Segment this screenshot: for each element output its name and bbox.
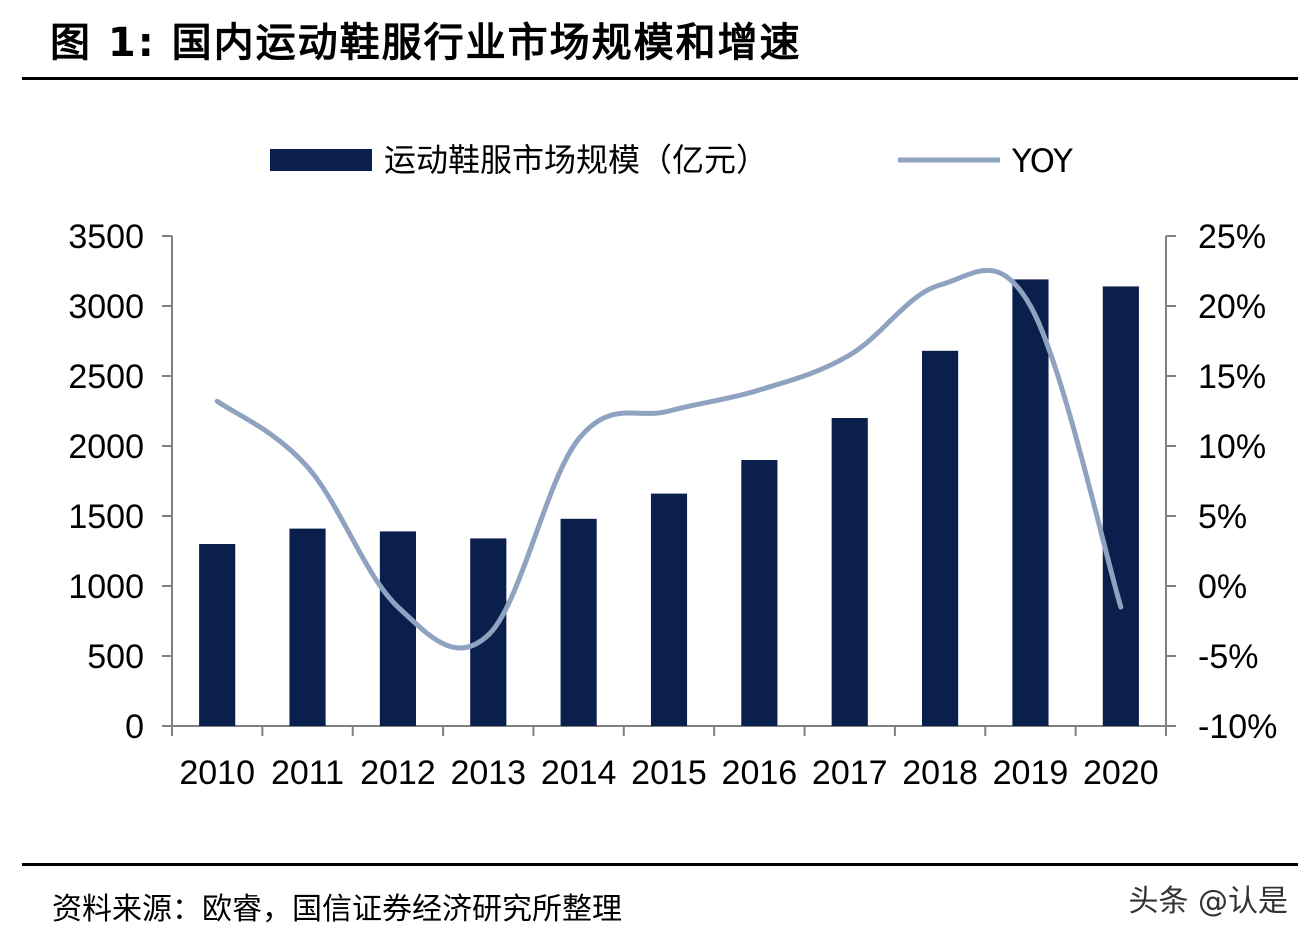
x-tick-label: 2018 (902, 754, 978, 792)
legend-label-bar: 运动鞋服市场规模（亿元） (384, 141, 768, 179)
y-left-tick-label: 2500 (68, 358, 144, 396)
y-left-tick-label: 1500 (68, 498, 144, 536)
y-right-tick-label: 25% (1198, 218, 1266, 256)
chart: 运动鞋服市场规模（亿元） YOY 0 500 1000 1500 2000 2500 300… (68, 141, 1277, 792)
y-right-tick-label: 10% (1198, 428, 1266, 466)
y-left-tick-label: 3500 (68, 218, 144, 256)
y-right-tick-label: 0% (1198, 568, 1247, 606)
bar-2012 (379, 531, 416, 726)
y-right-tick-label: 20% (1198, 288, 1266, 326)
source-rule (22, 863, 1298, 866)
line-series (214, 267, 1124, 651)
title-rule (22, 77, 1298, 80)
bar-2016 (741, 460, 778, 726)
bar-2019 (1012, 279, 1049, 726)
tick-labels: 0 500 1000 1500 2000 2500 3000 3500 -10% -5% 0% 5% 1… (68, 218, 1277, 792)
bar-series (199, 279, 1139, 726)
bar-2014 (560, 518, 597, 726)
x-tick-label: 2010 (179, 754, 255, 792)
y-left-tick-label: 500 (87, 638, 144, 676)
y-right-tick-label: 5% (1198, 498, 1247, 536)
x-tick-label: 2011 (271, 754, 344, 792)
y-left-tick-label: 3000 (68, 288, 144, 326)
source-note: 资料来源：欧睿，国信证券经济研究所整理 (52, 892, 622, 927)
x-tick-label: 2020 (1083, 754, 1159, 792)
y-left-tick-label: 2000 (68, 428, 144, 466)
x-tick-label: 2016 (722, 754, 798, 792)
x-tick-label: 2019 (993, 754, 1069, 792)
x-tick-label: 2014 (541, 754, 617, 792)
legend: 运动鞋服市场规模（亿元） YOY (270, 141, 1073, 180)
legend-swatch-bar (270, 149, 372, 171)
x-tick-label: 2015 (631, 754, 707, 792)
bar-2017 (831, 418, 868, 726)
y-left-tick-label: 0 (125, 708, 144, 746)
legend-label-line: YOY (1011, 142, 1073, 180)
y-left-tick-label: 1000 (68, 568, 144, 606)
x-tick-label: 2012 (360, 754, 436, 792)
x-tick-label: 2013 (450, 754, 526, 792)
bar-2020 (1102, 286, 1139, 726)
bar-2015 (650, 493, 688, 726)
bar-2010 (199, 544, 236, 726)
y-right-tick-label: 15% (1198, 358, 1266, 396)
watermark: 头条 @认是 (1128, 884, 1288, 919)
bar-2011 (289, 528, 326, 726)
bar-2018 (922, 350, 959, 726)
y-right-tick-label: -10% (1198, 708, 1277, 746)
figure-title: 图 1: 国内运动鞋服行业市场规模和增速 (50, 20, 802, 66)
yoy-line (214, 267, 1124, 651)
y-right-tick-label: -5% (1198, 638, 1258, 676)
x-tick-label: 2017 (812, 754, 888, 792)
